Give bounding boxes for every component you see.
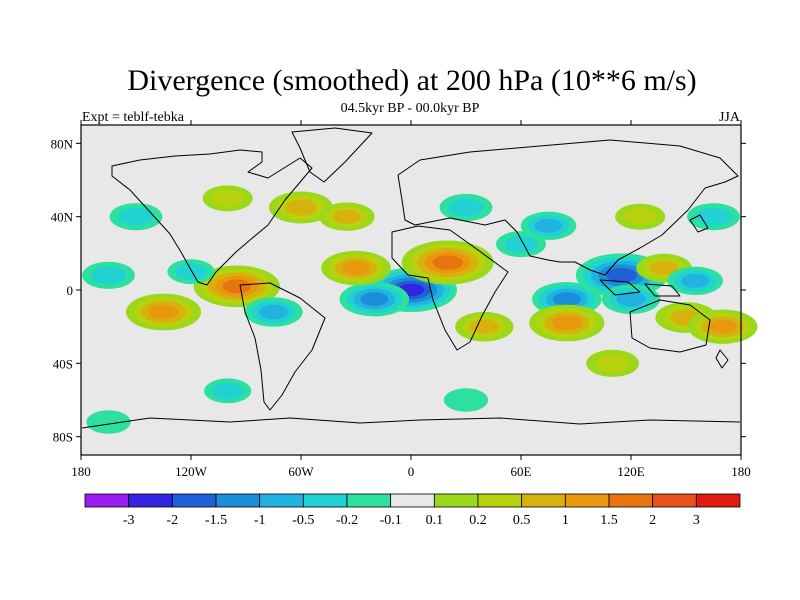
field-feature-14-level-4 bbox=[606, 268, 638, 283]
colorbar-label: -2 bbox=[166, 513, 178, 528]
field-feature-16-level-2 bbox=[616, 291, 646, 307]
colorbar-swatch bbox=[215, 493, 261, 508]
colorbar-label: -0.1 bbox=[380, 513, 402, 528]
colorbar-swatch bbox=[477, 493, 523, 508]
colorbar-label: -3 bbox=[123, 513, 135, 528]
field-feature-20-level-1 bbox=[118, 207, 154, 226]
x-tick-label: 180 bbox=[71, 464, 91, 479]
coastlines bbox=[81, 127, 741, 429]
colorbar-swatch bbox=[608, 493, 654, 508]
colorbar-label: -0.2 bbox=[336, 513, 358, 528]
map-plot: 180 120W 60W 0 60E 120E 180 80N 40N 0 40S 80S bbox=[51, 120, 758, 479]
x-tick-label: 60W bbox=[288, 464, 314, 479]
field-feature-2-level-4 bbox=[432, 255, 463, 270]
field-feature-25-level-1 bbox=[623, 207, 657, 226]
field-feature-9-level-2 bbox=[469, 319, 499, 335]
colorbar-label: 0.2 bbox=[469, 513, 487, 528]
colorbar-label: 1 bbox=[562, 513, 569, 528]
field-feature-26-level-1 bbox=[695, 207, 732, 226]
field-feature-22-level-2 bbox=[285, 199, 317, 216]
colorbar-swatch bbox=[84, 493, 130, 508]
colorbar-swatch bbox=[302, 493, 348, 508]
field-feature-15-level-2 bbox=[650, 260, 678, 276]
colorbar-label: 2 bbox=[649, 513, 656, 528]
subtitle-left: Expt = teblf-tebka bbox=[82, 110, 185, 125]
field-feature-17-level-2 bbox=[681, 273, 710, 288]
map-axes: 180 120W 60W 0 60E 120E 180 80N 40N 0 40S 80S bbox=[51, 120, 751, 479]
field-feature-6-level-1 bbox=[90, 266, 127, 285]
field-feature-7-level-1 bbox=[175, 263, 207, 280]
field-feature-30-level-0 bbox=[86, 410, 131, 434]
y-tick-label: 80N bbox=[51, 136, 74, 151]
colorbar-swatch bbox=[564, 493, 610, 508]
field-feature-12-level-3 bbox=[552, 292, 581, 307]
field-feature-1-level-3 bbox=[360, 292, 389, 307]
field-feature-10-level-1 bbox=[448, 198, 484, 217]
field-feature-5-level-3 bbox=[148, 304, 179, 320]
x-tick-label: 0 bbox=[408, 464, 415, 479]
y-tick-label: 40S bbox=[53, 356, 73, 371]
y-tick-label: 80S bbox=[53, 430, 73, 445]
y-tick-label: 40N bbox=[51, 210, 74, 225]
field-feature-23-level-2 bbox=[332, 209, 361, 224]
colorbar-label: 0.1 bbox=[426, 513, 444, 528]
field-feature-29-level-1 bbox=[595, 354, 631, 373]
colorbar-swatch bbox=[128, 493, 173, 508]
field-feature-19-level-3 bbox=[708, 319, 737, 334]
colorbar-label: 0.5 bbox=[513, 513, 531, 528]
x-tick-label: 180 bbox=[731, 464, 751, 479]
x-tick-label: 60E bbox=[511, 464, 532, 479]
field-feature-4-level-4 bbox=[222, 279, 252, 294]
field-feature-11-level-2 bbox=[534, 218, 563, 233]
colorbar-label: 3 bbox=[693, 513, 700, 528]
divergence-field bbox=[82, 185, 758, 434]
field-feature-21-level-1 bbox=[210, 189, 245, 208]
colorbar-swatch bbox=[695, 493, 741, 508]
field-feature-13-level-3 bbox=[551, 315, 582, 331]
colorbar-swatch bbox=[433, 493, 479, 508]
colorbar-swatch bbox=[652, 493, 697, 508]
field-feature-27-level-1 bbox=[211, 382, 244, 400]
colorbar-label: -1.5 bbox=[205, 513, 227, 528]
field-feature-24-level-1 bbox=[504, 235, 538, 253]
colorbar-swatch bbox=[259, 493, 304, 508]
field-feature-3-level-3 bbox=[342, 261, 370, 275]
colorbar: -3 -2 -1.5 -1 -0.5 -0.2 -0.1 0.1 0.2 0.5 1 1.5 2 3 bbox=[84, 493, 741, 528]
y-tick-label: 0 bbox=[67, 283, 74, 298]
colorbar-swatch bbox=[390, 493, 435, 508]
subtitle-center: 04.5kyr BP - 00.0kyr BP bbox=[341, 101, 480, 116]
colorbar-label: -0.5 bbox=[292, 513, 314, 528]
colorbar-label: -1 bbox=[254, 513, 266, 528]
field-feature-8-level-2 bbox=[258, 304, 289, 320]
colorbar-swatch bbox=[171, 493, 217, 508]
x-tick-label: 120E bbox=[617, 464, 645, 479]
title: Divergence (smoothed) at 200 hPa (10**6 … bbox=[127, 64, 696, 97]
subtitle-right: JJA bbox=[719, 110, 741, 125]
colorbar-label: 1.5 bbox=[600, 513, 618, 528]
x-tick-label: 120W bbox=[175, 464, 208, 479]
colorbar-swatch bbox=[521, 493, 566, 508]
colorbar-swatch bbox=[346, 493, 392, 508]
field-feature-28-level-0 bbox=[443, 388, 489, 412]
